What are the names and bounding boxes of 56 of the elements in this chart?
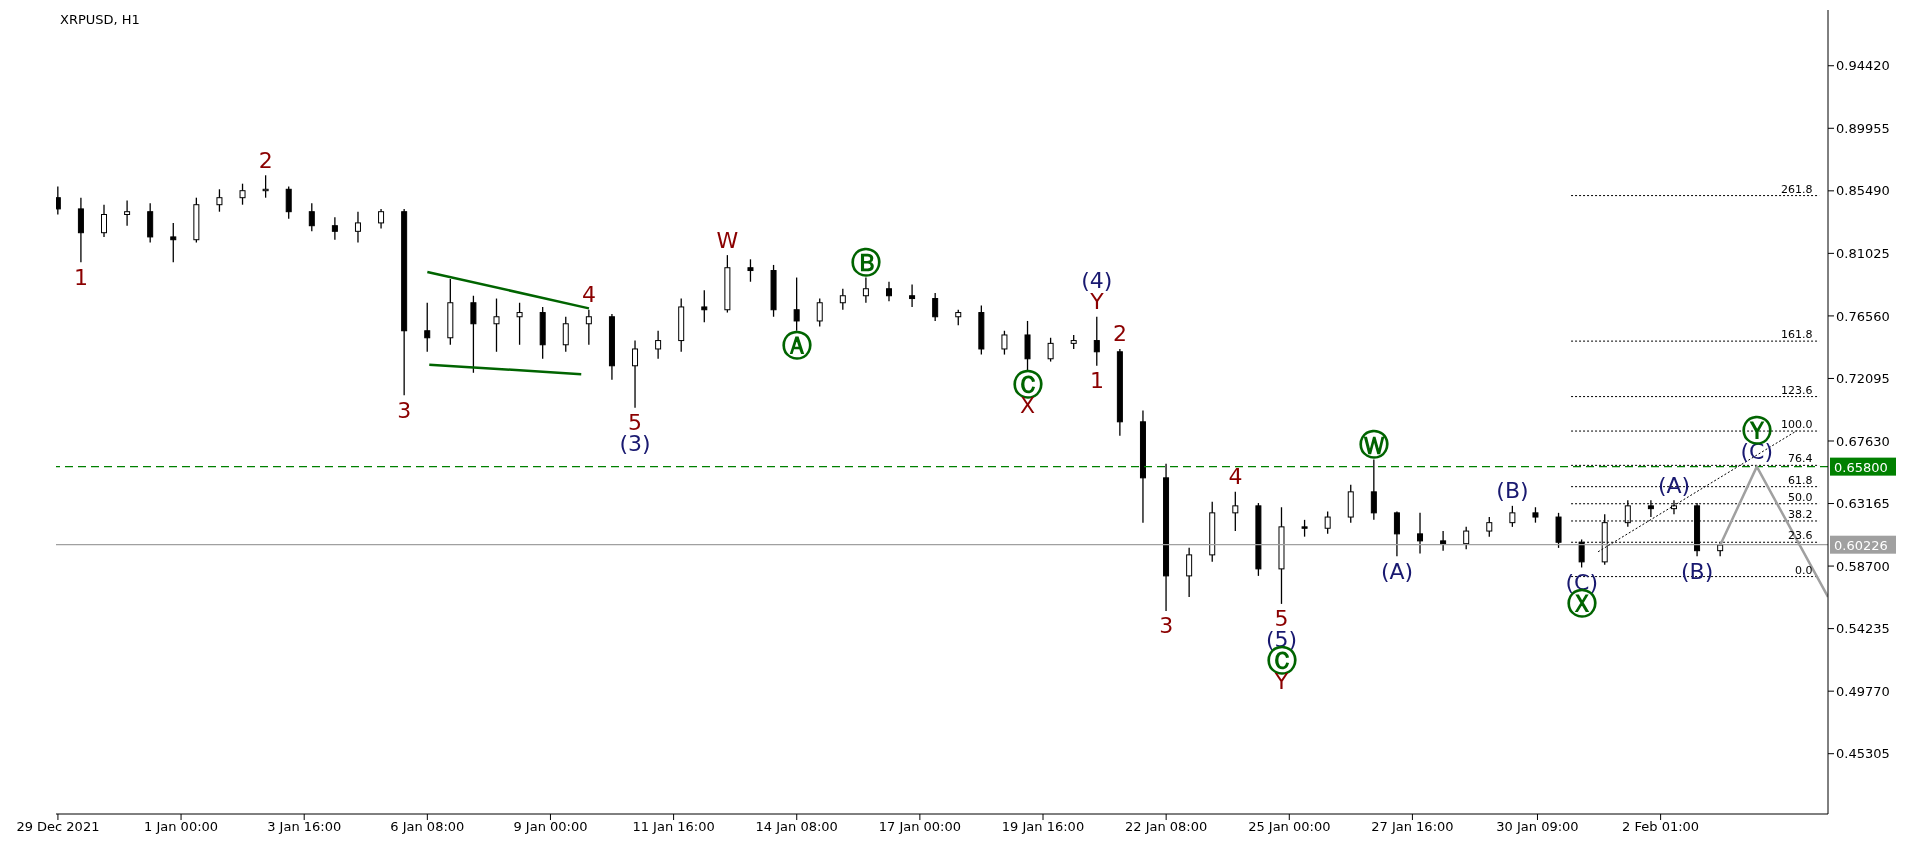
annotation: 123.6 bbox=[1781, 383, 1813, 397]
y-tick-label: 0.85490 bbox=[1836, 183, 1890, 199]
annotation: Ⓑ bbox=[851, 245, 881, 281]
ref-line-label: 0.60226 bbox=[1834, 537, 1888, 553]
x-tick-label: 29 Dec 2021 bbox=[16, 819, 100, 835]
annotation: 76.4 bbox=[1788, 452, 1813, 466]
annotation: 23.6 bbox=[1788, 529, 1813, 543]
x-tick-label: 6 Jan 08:00 bbox=[390, 819, 465, 835]
annotation: 261.8 bbox=[1781, 182, 1813, 196]
y-tick-label: 0.76560 bbox=[1836, 308, 1890, 324]
y-tick-label: 0.54235 bbox=[1836, 621, 1890, 637]
y-tick-label: 0.49770 bbox=[1836, 683, 1890, 699]
annotation: (B) bbox=[1681, 558, 1714, 584]
x-tick-label: 30 Jan 09:00 bbox=[1496, 819, 1579, 835]
x-tick-label: 22 Jan 08:00 bbox=[1124, 819, 1208, 835]
x-tick-label: 2 Feb 01:00 bbox=[1622, 819, 1700, 835]
y-tick-label: 0.58700 bbox=[1836, 558, 1890, 574]
annotation: Ⓐ bbox=[781, 328, 812, 364]
annotation: (A) bbox=[1380, 558, 1414, 584]
ref-line-label: 0.65800 bbox=[1834, 459, 1888, 475]
x-tick-label: 17 Jan 00:00 bbox=[878, 819, 962, 835]
annotation: (A) bbox=[1657, 472, 1691, 498]
y-tick-label: 0.63165 bbox=[1836, 496, 1890, 512]
annotation: 100.0 bbox=[1781, 418, 1813, 432]
y-tick-label: 0.45305 bbox=[1836, 746, 1890, 762]
y-tick-label: 0.67630 bbox=[1836, 433, 1890, 449]
x-tick-label: 27 Jan 16:00 bbox=[1371, 819, 1454, 835]
annotation: W bbox=[716, 227, 739, 253]
annotation: 1 bbox=[74, 264, 89, 290]
x-tick-label: 25 Jan 00:00 bbox=[1248, 819, 1331, 835]
x-tick-label: 9 Jan 00:00 bbox=[513, 819, 588, 835]
chart-title: XRPUSD, H1 bbox=[60, 12, 140, 27]
annotation: 2 bbox=[258, 147, 273, 173]
x-tick-label: 14 Jan 08:00 bbox=[755, 819, 838, 835]
annotation: 1 bbox=[1089, 368, 1104, 394]
y-tick-label: 0.72095 bbox=[1836, 371, 1890, 387]
y-tick-label: 0.89955 bbox=[1836, 120, 1890, 136]
annotation: 3 bbox=[397, 397, 412, 423]
annotation: 161.8 bbox=[1781, 328, 1813, 342]
x-tick-label: 3 Jan 16:00 bbox=[267, 819, 342, 835]
annotation: 4 bbox=[581, 282, 596, 308]
x-tick-label: 19 Jan 16:00 bbox=[1001, 819, 1085, 835]
annotation: 50.0 bbox=[1788, 490, 1813, 504]
annotation: 3 bbox=[1159, 613, 1174, 639]
annotation: (B) bbox=[1496, 478, 1529, 504]
annotation: 2 bbox=[1112, 321, 1127, 347]
x-tick-label: 11 Jan 16:00 bbox=[632, 819, 715, 835]
annotation: 38.2 bbox=[1788, 507, 1813, 521]
y-tick-label: 0.81025 bbox=[1836, 245, 1890, 261]
annotation: 0.0 bbox=[1795, 563, 1813, 577]
annotation: 4 bbox=[1228, 464, 1243, 490]
annotation: 5 bbox=[1274, 606, 1289, 632]
annotation: Ⓦ bbox=[1358, 427, 1389, 463]
y-tick-label: 0.94420 bbox=[1836, 58, 1890, 74]
x-tick-label: 1 Jan 00:00 bbox=[144, 819, 219, 835]
annotation: 61.8 bbox=[1788, 473, 1813, 487]
